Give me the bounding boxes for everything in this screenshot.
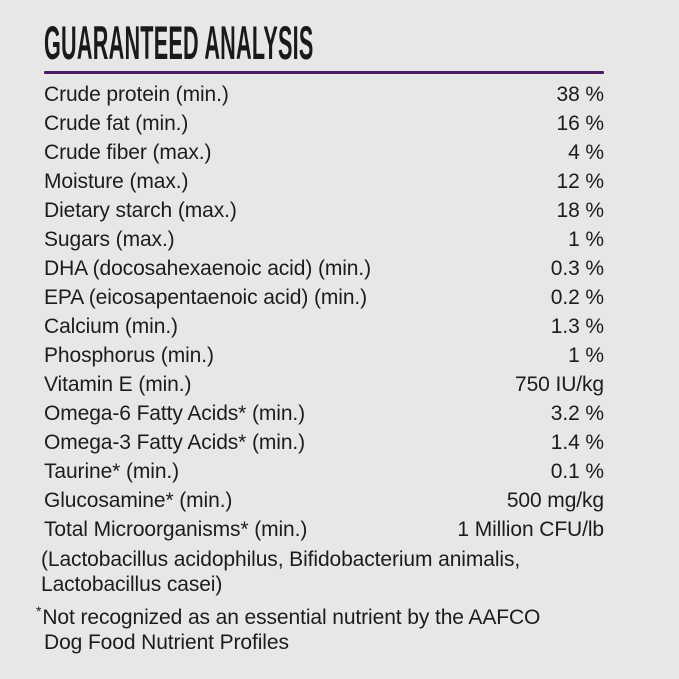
nutrient-name: Calcium (min.) bbox=[44, 315, 178, 338]
guaranteed-analysis-panel: GUARANTEED ANALYSIS Crude protein (min.)… bbox=[36, 0, 604, 655]
analysis-row: Omega-6 Fatty Acids* (min.) 3.2 % bbox=[44, 399, 604, 428]
analysis-row: Vitamin E (min.) 750 IU/kg bbox=[44, 370, 604, 399]
nutrient-name: Taurine* (min.) bbox=[44, 460, 180, 483]
nutrient-name: Glucosamine* (min.) bbox=[44, 489, 233, 512]
nutrient-name: Crude fat (min.) bbox=[44, 112, 189, 135]
nutrient-name: Omega-3 Fatty Acids* (min.) bbox=[44, 431, 306, 454]
microorganism-species-note: (Lactobacillus acidophilus, Bifidobacter… bbox=[41, 548, 521, 596]
nutrient-value: 38 % bbox=[556, 83, 605, 106]
nutrient-name: Total Microorganisms* (min.) bbox=[44, 518, 308, 541]
nutrient-name: Dietary starch (max.) bbox=[44, 199, 237, 222]
aafco-footnote: *Not recognized as an essential nutrient… bbox=[36, 604, 572, 655]
nutrient-value: 3.2 % bbox=[550, 402, 604, 425]
analysis-row: Taurine* (min.) 0.1 % bbox=[44, 457, 604, 486]
nutrient-value: 1 % bbox=[568, 228, 604, 251]
analysis-row: Crude fat (min.) 16 % bbox=[44, 109, 604, 138]
nutrient-value: 0.2 % bbox=[550, 286, 604, 309]
analysis-table: Crude protein (min.) 38 % Crude fat (min.… bbox=[44, 80, 604, 544]
analysis-row: Sugars (max.) 1 % bbox=[44, 225, 604, 254]
nutrient-name: DHA (docosahexaenoic acid) (min.) bbox=[44, 257, 372, 280]
nutrient-value: 750 IU/kg bbox=[515, 373, 604, 396]
footnote-text: Not recognized as an essential nutrient … bbox=[42, 606, 541, 654]
nutrient-value: 4 % bbox=[568, 141, 604, 164]
nutrient-name: Omega-6 Fatty Acids* (min.) bbox=[44, 402, 306, 425]
nutrient-name: Moisture (max.) bbox=[44, 170, 189, 193]
nutrient-value: 1.3 % bbox=[550, 315, 604, 338]
footnote-asterisk: * bbox=[36, 603, 42, 619]
panel-title-text: GUARANTEED ANALYSIS bbox=[44, 16, 314, 70]
nutrient-name: Crude fiber (max.) bbox=[44, 141, 212, 164]
analysis-row: Crude fiber (max.) 4 % bbox=[44, 138, 604, 167]
analysis-row: Dietary starch (max.) 18 % bbox=[44, 196, 604, 225]
analysis-row: Omega-3 Fatty Acids* (min.) 1.4 % bbox=[44, 428, 604, 457]
nutrient-value: 12 % bbox=[556, 170, 605, 193]
nutrient-value: 1 % bbox=[568, 344, 604, 367]
analysis-row: Glucosamine* (min.) 500 mg/kg bbox=[44, 486, 604, 515]
analysis-row: Moisture (max.) 12 % bbox=[44, 167, 604, 196]
analysis-row: DHA (docosahexaenoic acid) (min.) 0.3 % bbox=[44, 254, 604, 283]
analysis-row: Total Microorganisms* (min.) 1 Million CF… bbox=[44, 515, 604, 544]
nutrient-value: 0.1 % bbox=[550, 460, 604, 483]
nutrient-value: 1 Million CFU/lb bbox=[457, 518, 604, 541]
nutrient-value: 1.4 % bbox=[550, 431, 604, 454]
nutrient-name: Phosphorus (min.) bbox=[44, 344, 214, 367]
analysis-row: EPA (eicosapentaenoic acid) (min.) 0.2 % bbox=[44, 283, 604, 312]
analysis-row: Crude protein (min.) 38 % bbox=[44, 80, 604, 109]
nutrient-value: 16 % bbox=[556, 112, 605, 135]
analysis-row: Phosphorus (min.) 1 % bbox=[44, 341, 604, 370]
title-divider bbox=[44, 71, 604, 74]
nutrient-value: 0.3 % bbox=[550, 257, 604, 280]
panel-title: GUARANTEED ANALYSIS bbox=[44, 16, 604, 70]
analysis-row: Calcium (min.) 1.3 % bbox=[44, 312, 604, 341]
nutrient-name: Sugars (max.) bbox=[44, 228, 175, 251]
nutrient-name: EPA (eicosapentaenoic acid) (min.) bbox=[44, 286, 368, 309]
nutrient-value: 18 % bbox=[556, 199, 605, 222]
nutrient-name: Vitamin E (min.) bbox=[44, 373, 192, 396]
nutrient-value: 500 mg/kg bbox=[506, 489, 604, 512]
nutrient-name: Crude protein (min.) bbox=[44, 83, 229, 106]
